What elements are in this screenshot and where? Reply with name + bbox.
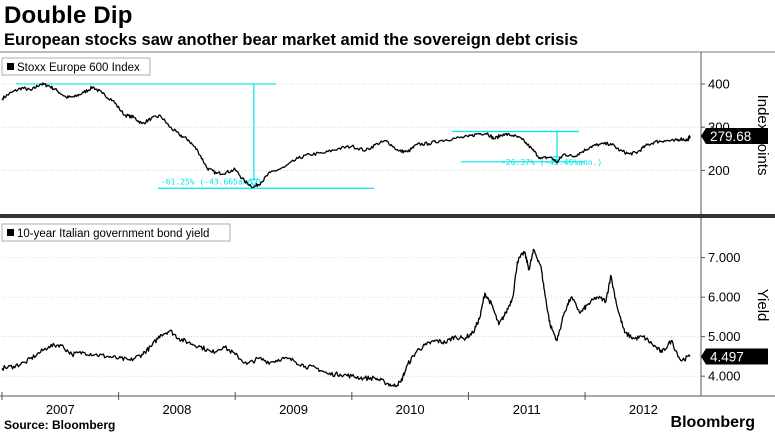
yield-series-line [1, 248, 691, 388]
xtick-label: 2009 [279, 402, 308, 417]
xtick-label: 2011 [513, 402, 541, 417]
stoxx-last-value-tag: 279.68 [701, 127, 768, 144]
stoxx-last-value-label: 279.68 [710, 129, 751, 144]
panel-separator [0, 214, 775, 218]
xtick-label: 2010 [396, 402, 425, 417]
yield-last-value-tag: 4.497 [701, 348, 768, 365]
chart-subtitle: European stocks saw another bear market … [4, 31, 579, 49]
top-legend-label: Stoxx Europe 600 Index [17, 62, 140, 74]
brand-logo: Bloomberg [670, 414, 755, 431]
xtick-label: 2008 [162, 402, 191, 417]
yield-ytick-label: 7.000 [708, 250, 741, 265]
yield-ytick-label: 4.000 [708, 369, 741, 384]
yield-ytick-label: 6.000 [708, 290, 741, 305]
yield-last-value-label: 4.497 [710, 350, 744, 365]
bottom-y-axis-title: Yield [754, 289, 771, 322]
xtick-label: 2012 [629, 402, 658, 417]
drawdown-annotation-label: -26.37% (-42.46%ann.) [501, 158, 602, 167]
stoxx-series-line [1, 82, 691, 189]
drawdown-annotation-2: -26.37% (-42.46%ann.) [452, 130, 602, 167]
chart-title: Double Dip [4, 2, 133, 29]
xtick-label: 2007 [46, 402, 75, 417]
drawdown-annotation-1: -61.25% (-43.665ann.) [15, 83, 374, 189]
source-note: Source: Bloomberg [4, 418, 116, 432]
yield-ytick-label: 5.000 [708, 329, 741, 344]
stoxx-ytick-label: 200 [708, 163, 730, 178]
bottom-legend-label: 10-year Italian government bond yield [17, 228, 209, 240]
drawdown-annotation-label: -61.25% (-43.665ann.) [161, 177, 262, 186]
stoxx-ytick-label: 400 [708, 76, 730, 91]
top-legend: Stoxx Europe 600 Index [1, 57, 151, 76]
bottom-legend: 10-year Italian government bond yield [1, 223, 231, 242]
